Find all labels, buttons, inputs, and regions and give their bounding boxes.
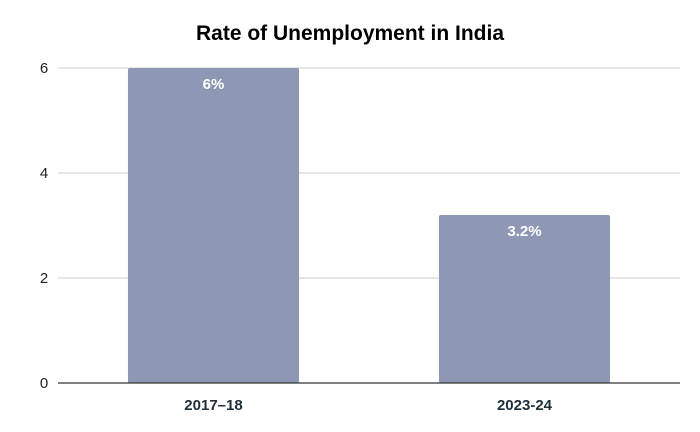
y-tick-label-2: 2 bbox=[40, 270, 48, 287]
bars bbox=[127, 68, 611, 383]
bar-2023-24 bbox=[438, 215, 611, 383]
x-axis-tick-labels: 2017–18 2023-24 bbox=[184, 397, 552, 414]
x-tick-label-2017–18: 2017–18 bbox=[184, 397, 242, 414]
bar-2017–18 bbox=[127, 68, 300, 383]
y-tick-label-6: 6 bbox=[40, 60, 48, 77]
data-label-2017–18: 6% bbox=[203, 76, 225, 93]
x-tick-label-2023-24: 2023-24 bbox=[497, 397, 553, 414]
chart-title: Rate of Unemployment in India bbox=[196, 22, 504, 45]
y-tick-label-4: 4 bbox=[40, 165, 48, 182]
data-labels: 6% 3.2% bbox=[203, 76, 542, 240]
y-axis-tick-labels: 0 2 4 6 bbox=[40, 60, 48, 392]
data-label-2023-24: 3.2% bbox=[507, 223, 541, 240]
y-tick-label-0: 0 bbox=[40, 375, 48, 392]
